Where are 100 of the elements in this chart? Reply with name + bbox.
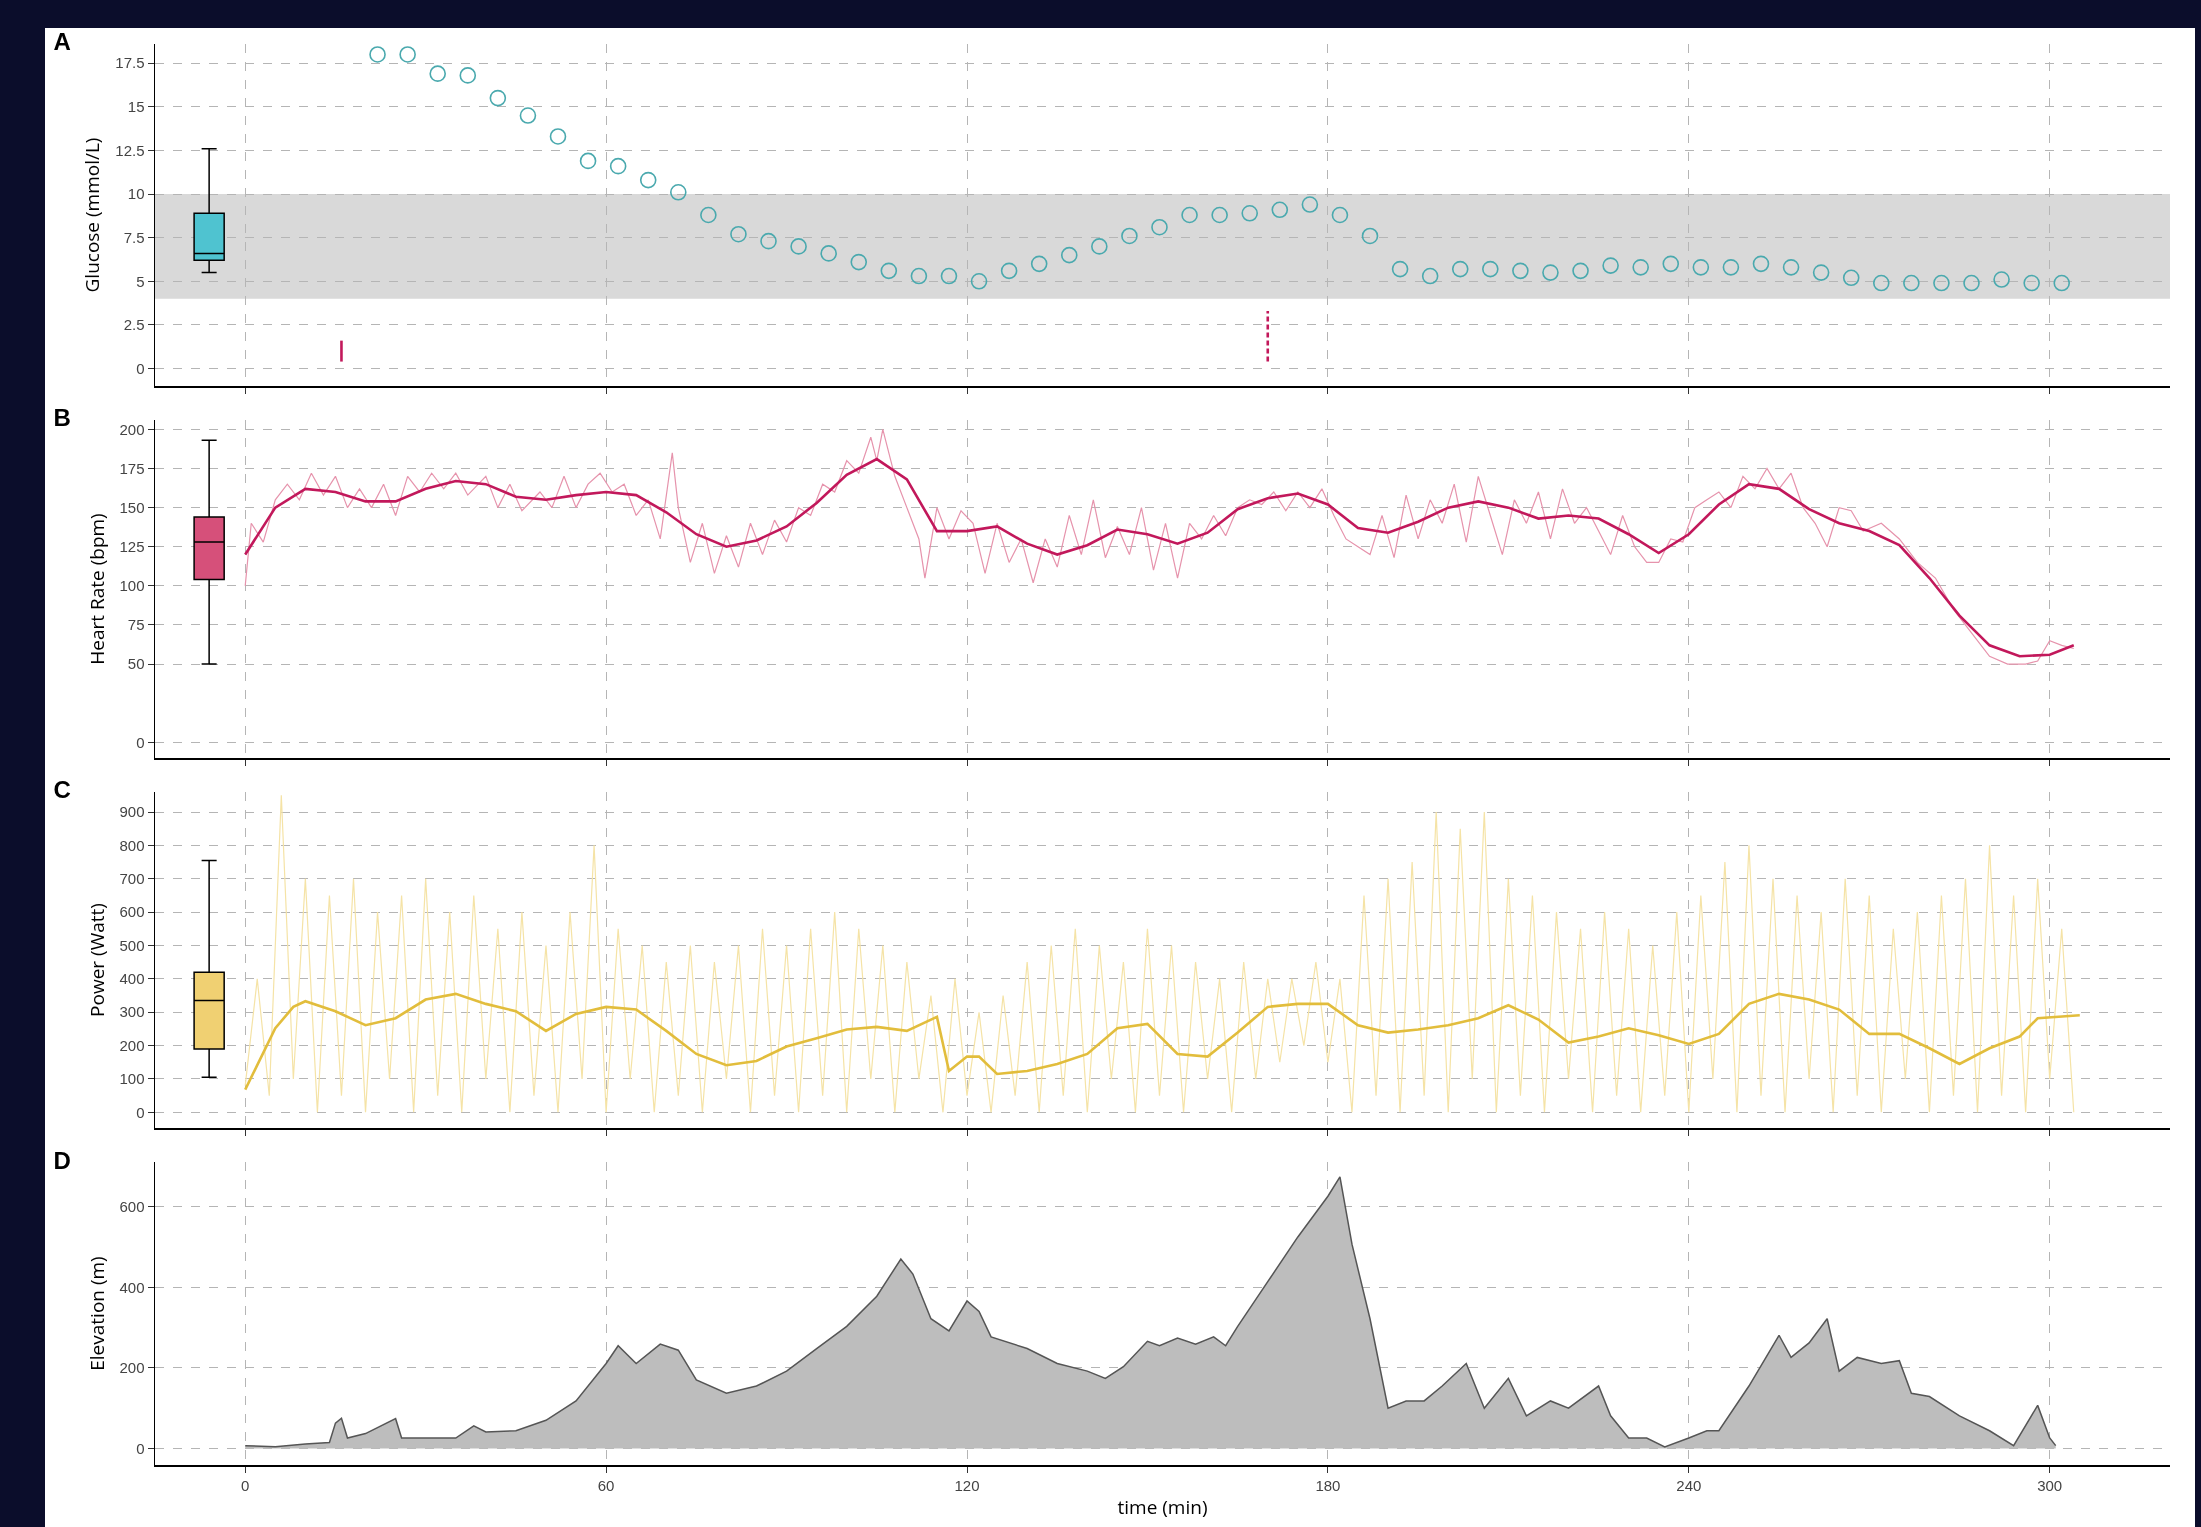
line-series xyxy=(243,457,2076,658)
y-tick-label: 200 xyxy=(119,1359,145,1377)
point xyxy=(1421,267,1439,285)
point xyxy=(730,225,747,243)
y-tick-label: 12.5 xyxy=(115,141,145,159)
y-axis-title: Glucose (mmol/L) xyxy=(79,137,106,293)
x-tick-label: 240 xyxy=(1676,1476,1702,1494)
chart-title: C xyxy=(53,776,71,804)
y-tick-label: 600 xyxy=(119,903,145,921)
point xyxy=(2023,274,2040,292)
point xyxy=(1812,264,1830,281)
point xyxy=(1361,227,1379,245)
point xyxy=(1782,259,1800,276)
point xyxy=(1482,260,1499,278)
y-tick-label: 400 xyxy=(119,970,145,988)
point xyxy=(1060,246,1078,264)
y-tick-label: 0 xyxy=(136,359,145,377)
y-tick-label: 500 xyxy=(119,936,145,954)
y-axis-title: Power (Watt) xyxy=(83,903,110,1017)
x-axis-title: time (min) xyxy=(1117,1494,1208,1521)
y-tick-label: 400 xyxy=(119,1278,145,1296)
y-axis-title: Elevation (m) xyxy=(83,1256,110,1371)
point xyxy=(1331,206,1349,224)
point xyxy=(429,65,446,82)
line-series xyxy=(243,992,2082,1091)
point xyxy=(1211,206,1228,224)
point xyxy=(700,206,717,224)
x-tick-label: 180 xyxy=(1315,1476,1341,1494)
line-series xyxy=(244,794,2075,1113)
point xyxy=(1692,259,1710,276)
y-tick-label: 125 xyxy=(119,538,145,555)
point xyxy=(1872,274,1890,292)
x-tick-label: 0 xyxy=(241,1476,250,1494)
x-tick-label: 60 xyxy=(597,1476,615,1494)
point xyxy=(1842,269,1860,287)
point xyxy=(1151,218,1168,236)
y-tick-label: 200 xyxy=(119,1036,145,1054)
y-tick-label: 17.5 xyxy=(115,54,145,72)
point xyxy=(1933,274,1950,292)
y-tick-label: 2.5 xyxy=(123,316,145,334)
y-tick-label: 5 xyxy=(136,272,145,290)
point xyxy=(1121,227,1138,245)
y-tick-label: 800 xyxy=(119,836,145,854)
point xyxy=(549,128,567,145)
point xyxy=(880,262,898,280)
y-tick-label: 150 xyxy=(119,498,145,516)
y-tick-label: 7.5 xyxy=(123,228,145,246)
point xyxy=(1030,255,1048,273)
point xyxy=(1241,204,1259,222)
point xyxy=(910,267,928,285)
y-tick-label: 300 xyxy=(119,1003,145,1021)
point xyxy=(639,171,657,189)
y-tick-label: 10 xyxy=(127,185,145,203)
y-tick-label: 700 xyxy=(119,870,145,887)
point xyxy=(820,245,837,262)
y-tick-label: 200 xyxy=(119,420,145,438)
point xyxy=(970,273,988,290)
point xyxy=(1181,206,1198,224)
point xyxy=(489,89,507,107)
point xyxy=(1722,259,1740,276)
line-series xyxy=(244,428,2075,665)
point xyxy=(1542,264,1559,281)
point xyxy=(609,157,627,175)
point xyxy=(369,46,386,63)
chart-title: D xyxy=(53,1146,71,1174)
y-tick-label: 0 xyxy=(136,1103,145,1121)
x-tick-label: 300 xyxy=(2037,1476,2063,1494)
point xyxy=(459,67,477,84)
y-tick-label: 0 xyxy=(136,733,145,751)
y-tick-label: 50 xyxy=(127,655,145,673)
point xyxy=(399,46,416,63)
point xyxy=(760,232,777,250)
point xyxy=(940,267,958,285)
point xyxy=(1572,262,1589,280)
y-tick-label: 900 xyxy=(119,803,145,821)
y-tick-label: 75 xyxy=(127,616,145,634)
y-tick-label: 0 xyxy=(136,1439,145,1457)
point xyxy=(1662,255,1680,273)
point xyxy=(1000,262,1018,280)
point xyxy=(2053,274,2071,292)
point xyxy=(1391,260,1409,278)
chart-title: A xyxy=(53,28,71,56)
point xyxy=(519,107,537,124)
y-tick-label: 15 xyxy=(127,98,145,116)
point xyxy=(790,238,807,255)
x-tick-label: 120 xyxy=(954,1476,980,1494)
point xyxy=(1512,262,1529,280)
y-tick-label: 100 xyxy=(119,1070,145,1088)
point xyxy=(670,184,687,201)
point xyxy=(579,152,597,170)
chart-title: B xyxy=(53,404,71,432)
point xyxy=(1271,201,1289,219)
y-tick-label: 175 xyxy=(119,459,145,477)
point xyxy=(850,253,868,271)
y-tick-label: 600 xyxy=(119,1197,145,1215)
point xyxy=(1903,274,1920,292)
point xyxy=(1632,259,1649,276)
point xyxy=(1752,255,1770,273)
point xyxy=(1091,238,1108,255)
y-tick-label: 100 xyxy=(119,577,145,595)
